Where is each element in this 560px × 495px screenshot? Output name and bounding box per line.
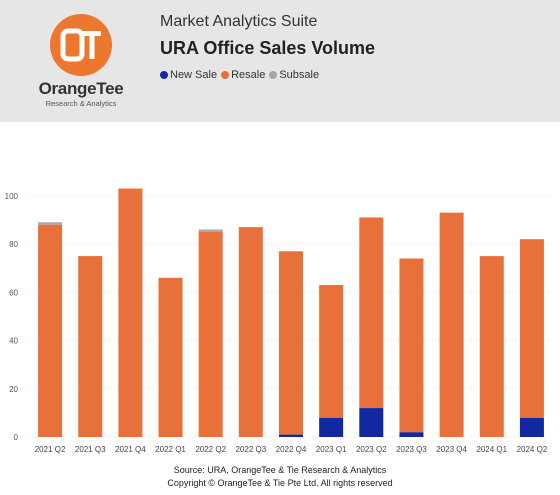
bar-segment: [359, 217, 384, 409]
chart-legend: New Sale Resale Subsale: [160, 69, 323, 81]
bar-segment: [399, 432, 424, 437]
y-tick-label: 20: [9, 385, 18, 394]
x-tick-label: 2023 Q1: [316, 445, 347, 454]
x-tick-label: 2023 Q4: [436, 445, 467, 454]
suite-title: Market Analytics Suite: [160, 13, 318, 30]
chart-title: URA Office Sales Volume: [160, 38, 376, 58]
legend-label: Subsale: [279, 69, 320, 81]
y-tick-label: 40: [9, 337, 18, 346]
legend-label: Resale: [231, 69, 266, 81]
x-tick-label: 2022 Q1: [155, 445, 186, 454]
brand-name: OrangeTee: [38, 79, 124, 98]
bar-segment: [319, 285, 344, 418]
x-tick-label: 2024 Q2: [517, 445, 548, 454]
chart-footer: Source: URA, OrangeTee & Tie Research & …: [0, 464, 560, 490]
legend-swatch: [160, 71, 168, 79]
bar-segment: [399, 258, 424, 433]
bar-segment: [519, 417, 544, 437]
bar-segment: [198, 231, 223, 437]
legend-swatch: [269, 71, 278, 79]
bar-segment: [319, 417, 344, 437]
legend-item[interactable]: Resale: [221, 69, 265, 81]
x-tick-label: 2021 Q3: [75, 445, 106, 454]
bar-segment: [78, 256, 103, 437]
x-tick-label: 2022 Q3: [235, 445, 266, 454]
legend-item[interactable]: New Sale: [160, 69, 217, 81]
bar-segment: [198, 229, 223, 232]
bar-segment: [479, 256, 504, 437]
bar-segment: [279, 434, 303, 437]
x-tick-label: 2022 Q2: [195, 445, 226, 454]
bar-segment: [158, 277, 183, 437]
y-tick-label: 0: [14, 433, 19, 442]
bar-segment: [238, 227, 263, 437]
legend-swatch: [221, 71, 230, 79]
bar-segment: [519, 239, 544, 418]
bar-segment: [439, 212, 464, 437]
x-tick-label: 2021 Q4: [115, 445, 146, 454]
y-tick-label: 80: [9, 240, 18, 249]
y-tick-label: 60: [9, 288, 18, 297]
brand-tagline: Research & Analytics: [45, 99, 117, 108]
legend-item[interactable]: Subsale: [269, 69, 319, 81]
brand-logo-icon: [50, 14, 112, 76]
copyright-note: Copyright © OrangeTee & Tie Pte Ltd. All…: [167, 478, 393, 488]
bar-segment: [38, 222, 63, 225]
legend-label: New Sale: [170, 69, 218, 81]
source-note: Source: URA, OrangeTee & Tie Research & …: [173, 465, 387, 475]
bar-segment: [118, 188, 143, 437]
bar-segment: [38, 224, 63, 437]
bar-segment: [359, 408, 384, 437]
x-tick-label: 2021 Q2: [35, 445, 66, 454]
bar-chart: 0 20 40 60 80 100 2021 Q2 2021 Q3 2021 Q4 2022 Q1…: [5, 188, 552, 454]
x-tick-label: 2024 Q1: [476, 445, 507, 454]
x-tick-label: 2022 Q4: [276, 445, 307, 454]
bar-segment: [279, 251, 303, 435]
y-tick-label: 100: [5, 192, 19, 201]
x-tick-label: 2023 Q3: [396, 445, 427, 454]
x-tick-label: 2023 Q2: [356, 445, 387, 454]
header-banner: OrangeTee Research & Analytics Market An…: [0, 0, 560, 122]
